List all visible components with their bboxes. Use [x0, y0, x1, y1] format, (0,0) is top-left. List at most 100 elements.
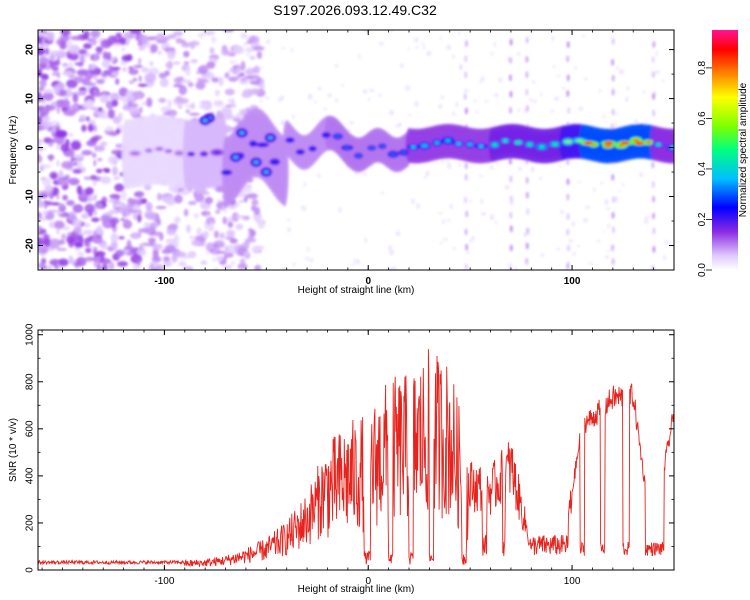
noise-dot: [614, 121, 617, 128]
noise-blob: [38, 196, 41, 204]
noise-blob: [55, 130, 67, 138]
noise-blob: [256, 51, 263, 59]
noise-dot: [440, 160, 445, 163]
streak-blob: [57, 71, 60, 79]
streak-blob: [566, 193, 570, 201]
noise-dot: [268, 30, 271, 33]
noise-blob: [73, 76, 86, 84]
noise-blob: [174, 194, 183, 204]
noise-blob: [209, 222, 214, 231]
streak-blob: [525, 176, 529, 184]
noise-blob: [59, 202, 65, 211]
noise-dot: [405, 85, 411, 91]
noise-blob: [223, 252, 234, 258]
noise-blob: [128, 80, 135, 85]
streak-blob: [94, 73, 97, 81]
noise-dot: [481, 212, 486, 216]
noise-dot: [341, 83, 344, 88]
band-peak: [223, 171, 230, 175]
streak-blob: [526, 227, 530, 235]
noise-blob: [156, 192, 162, 201]
noise-dot: [229, 60, 235, 64]
noise-blob: [251, 245, 261, 254]
noise-dot: [223, 210, 229, 213]
noise-blob: [42, 210, 48, 216]
noise-blob: [168, 223, 179, 230]
noise-blob: [111, 149, 123, 155]
noise-dot: [238, 267, 244, 270]
noise-dot: [561, 86, 565, 91]
noise-blob: [106, 51, 112, 61]
noise-blob: [108, 155, 119, 165]
signal-blob-peak: [233, 155, 239, 159]
colorbar-tick-label: 0.8: [697, 61, 708, 75]
noise-blob: [115, 128, 121, 135]
noise-blob: [38, 111, 42, 117]
streak-blob: [93, 231, 97, 239]
noise-blob: [148, 237, 156, 244]
noise-blob: [174, 216, 181, 224]
noise-blob: [244, 75, 256, 79]
noise-blob: [48, 139, 56, 144]
noise-blob: [228, 205, 237, 210]
noise-dot: [593, 187, 596, 193]
noise-blob: [155, 205, 167, 210]
noise-blob: [97, 157, 103, 162]
noise-blob: [221, 106, 229, 116]
noise-blob: [246, 185, 252, 194]
band-peak: [564, 140, 572, 144]
noise-dot: [233, 60, 237, 63]
noise-blob: [120, 190, 127, 201]
noise-blob: [84, 203, 95, 214]
noise-blob: [147, 81, 155, 86]
noise-blob: [38, 68, 43, 78]
noise-blob: [43, 88, 53, 94]
noise-blob: [215, 255, 225, 262]
noise-dot: [555, 247, 561, 251]
noise-dot: [307, 246, 310, 253]
noise-blob: [49, 171, 58, 180]
noise-blob: [128, 106, 140, 117]
streak-blob: [464, 162, 468, 170]
noise-blob: [178, 105, 183, 109]
spectrogram-y-tick-label: 0: [25, 144, 36, 150]
noise-blob: [200, 79, 210, 84]
noise-blob: [100, 141, 108, 147]
noise-dot: [335, 98, 339, 103]
noise-blob: [86, 140, 97, 147]
snr-x-tick-label: -100: [154, 576, 174, 587]
spectrogram-frame: [37, 29, 675, 271]
noise-blob: [204, 196, 214, 205]
noise-blob: [179, 97, 189, 104]
noise-blob: [91, 217, 100, 222]
noise-blob: [77, 251, 85, 257]
noise-blob: [196, 227, 202, 237]
noise-dot: [416, 203, 420, 210]
noise-blob: [243, 196, 248, 203]
noise-blob: [167, 34, 177, 39]
streak-blob: [525, 88, 529, 96]
noise-blob: [172, 31, 184, 37]
snr-y-tick-label: 800: [25, 373, 36, 390]
band-peak: [249, 142, 257, 146]
noise-blob: [94, 202, 103, 209]
spectrogram-y-tick-label: 10: [25, 93, 36, 105]
band-peak: [175, 151, 183, 155]
noise-dot: [517, 108, 520, 112]
streak-blob: [56, 192, 60, 200]
streak-blob: [465, 40, 468, 48]
noise-dot: [480, 198, 484, 205]
noise-blob: [107, 130, 117, 136]
noise-blob: [95, 46, 103, 53]
noise-dot: [363, 171, 367, 177]
noise-dot: [583, 77, 588, 81]
noise-blob: [99, 93, 109, 104]
streak-blob: [93, 125, 97, 133]
noise-dot: [220, 233, 224, 240]
noise-blob: [88, 64, 97, 71]
noise-blob: [222, 265, 233, 269]
noise-blob: [66, 235, 75, 244]
band-peak: [259, 143, 266, 147]
noise-blob: [157, 50, 162, 56]
noise-blob: [108, 65, 113, 75]
